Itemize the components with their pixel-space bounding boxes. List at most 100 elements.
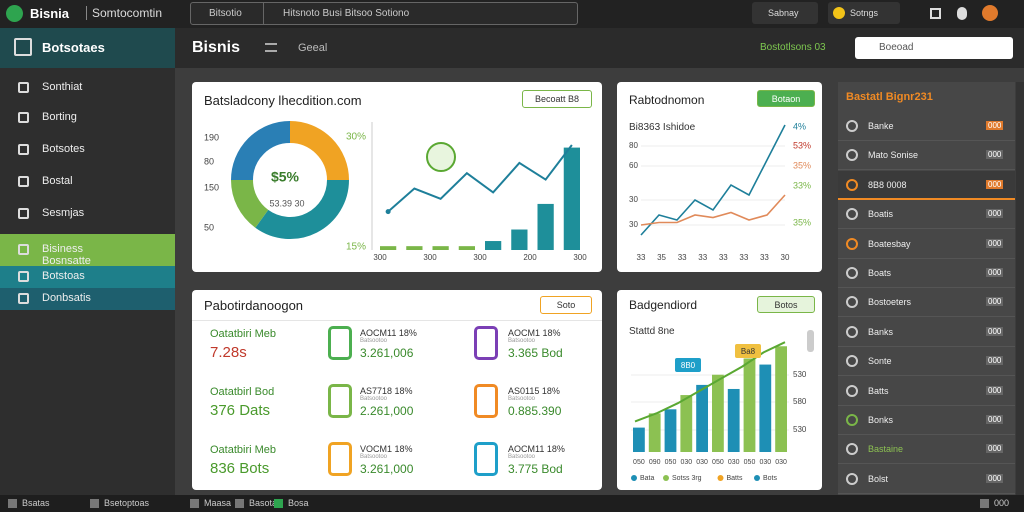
panel-row[interactable]: Bolst 000 (838, 465, 1015, 494)
tag-label: 8B0 (681, 361, 696, 370)
bar (458, 246, 475, 250)
panel-row[interactable]: Batts 000 (838, 377, 1015, 406)
button[interactable]: Sotngs (828, 2, 900, 24)
axis-label: 050 (712, 459, 724, 466)
item-sub: Batsootoo (360, 338, 388, 344)
bar (485, 241, 502, 250)
logo (6, 5, 23, 22)
item-value: 0.885.390 (508, 404, 562, 418)
menu-label: Sonthiat (42, 81, 83, 93)
task-label[interactable]: Bsetoptoas (104, 498, 150, 508)
avatar[interactable] (982, 5, 998, 21)
item-label: VOCM1 18% (360, 444, 413, 454)
legend-dot (631, 475, 637, 481)
bar (680, 395, 693, 452)
icon (18, 82, 29, 93)
task-label[interactable]: Bsatas (22, 498, 50, 508)
task-label[interactable]: Bosa (288, 498, 309, 508)
menu-item[interactable]: Botstoas (0, 266, 175, 288)
menu-item[interactable]: Sesmjas (0, 200, 175, 228)
icon (846, 384, 858, 397)
menu-item[interactable]: Botsotes (0, 136, 175, 164)
axis-label: 50 (204, 222, 214, 232)
search-box[interactable]: Bitsotio Hitsnoto Busi Bitsoo Sotiono (190, 2, 578, 25)
task-label[interactable]: Basota (249, 498, 278, 508)
menu-icon[interactable] (265, 43, 277, 52)
panel-row[interactable]: 8B8 0008 000 (838, 170, 1015, 200)
donut-segment (255, 179, 349, 239)
donut-sub: 53.39 30 (269, 198, 304, 208)
icon (18, 176, 29, 187)
icon (846, 120, 858, 132)
card: Rabtodnomon Botaon Bi8363 Ishidoe 80 60 30… (617, 82, 822, 272)
legend-label: Bots (763, 475, 778, 482)
emoji-icon (833, 7, 845, 19)
item-label: AOCM1 18% (508, 328, 561, 338)
icon[interactable] (930, 8, 941, 19)
axis-label: 300 (373, 253, 387, 262)
card-subtitle: Bi8363 Ishidoe (629, 122, 696, 133)
menu-item[interactable]: Donbsatis (0, 288, 175, 310)
task-icon (190, 499, 199, 508)
icon[interactable] (957, 7, 967, 20)
task-label[interactable]: 000 (994, 498, 1010, 508)
menu-item[interactable]: Bostal (0, 168, 175, 196)
button[interactable]: Becoatt B8 (522, 90, 592, 108)
pct-label: 15% (346, 242, 366, 253)
panel-row[interactable]: Mato Sonise 000 (838, 141, 1015, 171)
axis-label: 30 (781, 253, 790, 262)
icon (846, 208, 858, 221)
item-icon (328, 442, 352, 476)
header: Bisnis Geeal Bostotlsons 03 Boeoad (175, 28, 1024, 68)
bar (712, 374, 724, 452)
button[interactable]: Sabnay (752, 2, 818, 24)
panel-row[interactable]: Boatesbay 000 (838, 230, 1015, 259)
menu-item[interactable]: Sonthiat (0, 74, 175, 102)
tag-label: Ba8 (741, 347, 756, 356)
card: Pabotirdanoogon Soto Oatatbiri Meb 7.28s A… (192, 290, 602, 490)
badge: 000 (986, 473, 1004, 483)
bar (775, 346, 787, 452)
menu-label: Sesmjas (42, 207, 85, 219)
axis-label: 33 (739, 253, 748, 262)
panel-title: Bastatl Bignr231 (846, 91, 933, 103)
axis-label: 33 (678, 253, 687, 262)
panel-row[interactable]: Boats 000 (838, 259, 1015, 288)
panel-row[interactable]: Boatis 000 (838, 200, 1015, 230)
axis-label: 050 (744, 459, 756, 466)
scrollbar[interactable] (807, 330, 814, 352)
badge: 000 (986, 150, 1004, 160)
bar (537, 203, 554, 250)
panel-list: Banke 000 Mato Sonise 000 8B8 0008 000 Boatis 0… (838, 112, 1015, 495)
button[interactable]: Botaon (757, 90, 815, 107)
panel-row[interactable]: Bastaine 000 (838, 435, 1015, 465)
panel-row[interactable]: Banks 000 (838, 318, 1015, 347)
legend-label: Bata (640, 475, 655, 482)
button[interactable]: Botos (757, 296, 815, 313)
badge: 000 (986, 268, 1004, 277)
row-label: 8B8 0008 (868, 179, 907, 190)
axis-label: 35% (793, 160, 811, 170)
menu-item[interactable]: Bisiness Bosnsatte (0, 234, 175, 267)
axis-label: 190 (204, 132, 219, 142)
scrollbar[interactable] (1016, 82, 1024, 495)
axis-label: 030 (759, 459, 771, 466)
item-name: Oatatbiri Meb (210, 444, 277, 456)
item-value: 2.261,000 (360, 404, 414, 418)
badge: 000 (986, 121, 1004, 130)
icon (846, 237, 858, 250)
search-query: Hitsnoto Busi Bitsoo Sotiono (283, 8, 410, 19)
select[interactable]: Boeoad (855, 37, 1013, 59)
breadcrumb: Geeal (298, 42, 328, 54)
panel-row[interactable]: Sonte 000 (838, 347, 1015, 377)
menu-item[interactable]: Borting (0, 104, 175, 132)
badge: 000 (986, 415, 1004, 424)
panel-row[interactable]: Bostoeters 000 (838, 288, 1015, 318)
task-label[interactable]: Maasa (204, 498, 232, 508)
panel-row[interactable]: Banke 000 (838, 112, 1015, 141)
card-title: Rabtodnomon (629, 93, 705, 107)
top-bar: Bisnia Somtocomtin Bitsotio Hitsnoto Bus… (0, 0, 1024, 28)
button[interactable]: Soto (540, 296, 592, 314)
icon (18, 208, 29, 219)
panel-row[interactable]: Bonks 000 (838, 406, 1015, 435)
